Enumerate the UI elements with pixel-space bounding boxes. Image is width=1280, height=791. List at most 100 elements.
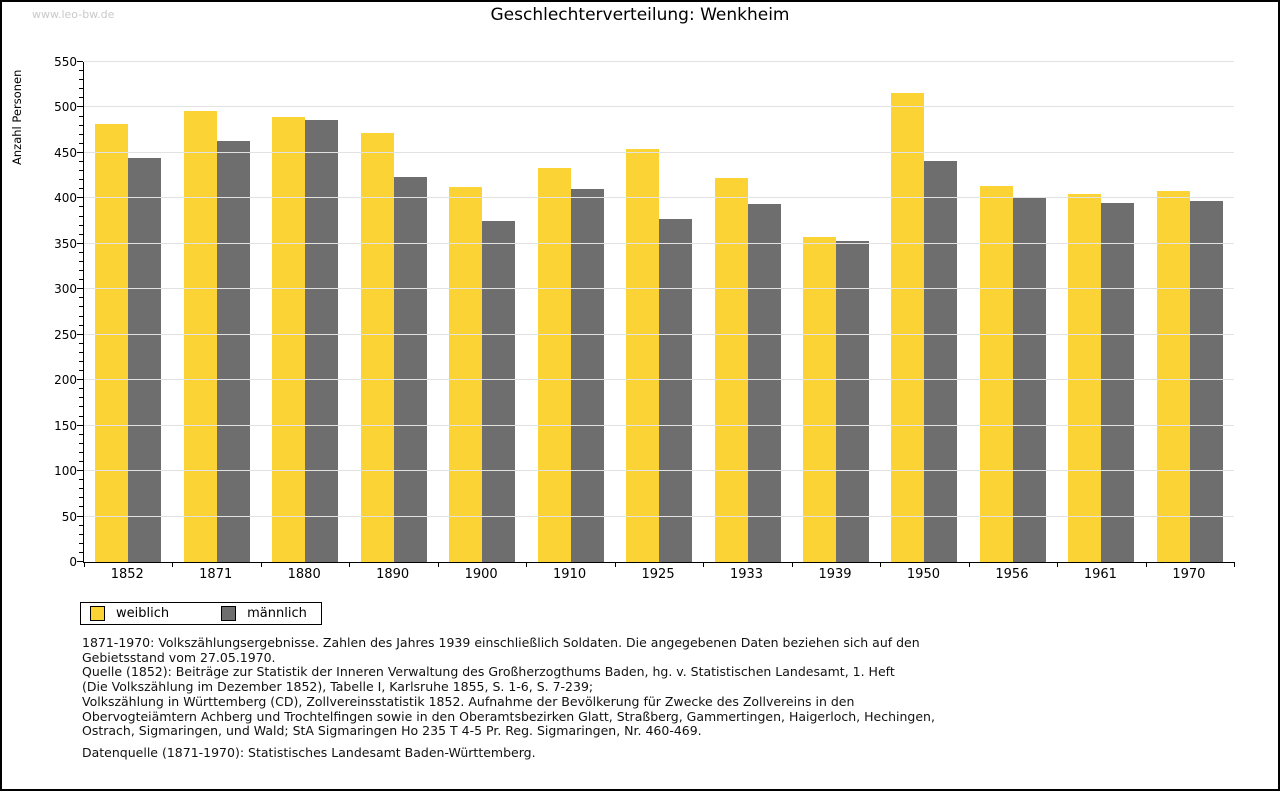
x-boundary-tick-7: [703, 562, 705, 567]
legend: weiblich männlich: [80, 602, 322, 625]
bar-group-1871: [172, 62, 260, 562]
bar-weiblich-1890: [360, 133, 394, 562]
bar-group-1933: [703, 62, 791, 562]
gridline-550: [84, 61, 1234, 62]
x-label-1852: 1852: [110, 567, 144, 582]
y-minor-tick-370: [79, 225, 83, 226]
bar-weiblich-1880: [272, 117, 306, 562]
bar-männlich-1933: [747, 204, 781, 562]
gridline-450: [84, 152, 1234, 153]
y-major-tick-100: [77, 470, 83, 471]
y-minor-tick-170: [79, 406, 83, 407]
y-minor-tick-440: [79, 161, 83, 162]
y-major-tick-450: [77, 152, 83, 153]
y-tick-label-450: 450: [54, 146, 77, 160]
y-minor-tick-380: [79, 216, 83, 217]
x-boundary-tick-5: [526, 562, 528, 567]
y-major-tick-250: [77, 334, 83, 335]
x-boundary-tick-9: [880, 562, 882, 567]
bar-männlich-1956: [1012, 198, 1046, 562]
y-minor-tick-490: [79, 116, 83, 117]
x-boundary-tick-10: [968, 562, 970, 567]
x-boundary-tick-3: [349, 562, 351, 567]
x-boundary-tick-13: [1234, 562, 1235, 567]
bar-weiblich-1925: [626, 149, 660, 562]
gridline-250: [84, 334, 1234, 335]
y-major-tick-200: [77, 379, 83, 380]
y-minor-tick-430: [79, 170, 83, 171]
x-label-1956: 1956: [995, 567, 1029, 582]
y-major-tick-150: [77, 425, 83, 426]
y-minor-tick-510: [79, 97, 83, 98]
y-minor-tick-220: [79, 361, 83, 362]
footnote-line-3: Quelle (1852): Beiträge zur Statistik de…: [82, 664, 895, 680]
footnote-line-7: Ostrach, Sigmaringen, und Wald; StA Sigm…: [82, 723, 702, 739]
gridline-200: [84, 379, 1234, 380]
watermark: www.leo-bw.de: [32, 8, 115, 21]
x-label-1900: 1900: [464, 567, 498, 582]
bar-männlich-1950: [924, 161, 958, 562]
footnote-line-1: 1871-1970: Volkszählungsergebnisse. Zahl…: [82, 635, 920, 650]
gridline-50: [84, 516, 1234, 517]
y-tick-label-350: 350: [54, 237, 77, 251]
y-minor-tick-230: [79, 352, 83, 353]
legend-item-maennlich: männlich: [221, 606, 307, 621]
y-tick-label-150: 150: [54, 419, 77, 433]
y-minor-tick-290: [79, 297, 83, 298]
y-minor-tick-120: [79, 452, 83, 453]
y-tick-label-300: 300: [54, 282, 77, 296]
y-minor-tick-10: [79, 552, 83, 553]
bar-weiblich-1950: [891, 93, 925, 562]
y-minor-tick-180: [79, 397, 83, 398]
bar-männlich-1880: [305, 120, 339, 562]
bar-weiblich-1939: [802, 237, 836, 562]
x-label-1910: 1910: [553, 567, 587, 582]
y-minor-tick-460: [79, 143, 83, 144]
footnote-line-5: Volkszählung in Württemberg (CD), Zollve…: [82, 693, 855, 709]
bar-weiblich-1900: [449, 187, 483, 562]
x-label-1933: 1933: [729, 567, 764, 582]
y-tick-label-500: 500: [54, 100, 77, 114]
gridline-500: [84, 106, 1234, 107]
footnote-line-6: Obervogteiämtern Achberg und Trochtelfin…: [82, 708, 935, 724]
y-minor-tick-330: [79, 261, 83, 262]
x-label-1925: 1925: [641, 567, 675, 582]
y-minor-tick-60: [79, 506, 83, 507]
legend-label-maennlich: männlich: [247, 606, 307, 621]
y-minor-tick-90: [79, 479, 83, 480]
bar-männlich-1939: [835, 241, 869, 562]
y-minor-tick-20: [79, 543, 83, 544]
y-minor-tick-410: [79, 188, 83, 189]
bar-group-1852: [84, 62, 172, 562]
bar-männlich-1961: [1101, 203, 1135, 562]
x-axis-labels: 1852 1871 1880 1890 1900 1910 1925 1933 1939 1950…: [83, 567, 1233, 582]
y-major-tick-50: [77, 516, 83, 517]
x-label-1939: 1939: [818, 567, 852, 582]
bar-groups: [84, 62, 1234, 562]
plot-area: 0 50 100 150 200 250 300 350 400 450 500 550: [54, 56, 1235, 568]
legend-label-weiblich: weiblich: [116, 606, 170, 621]
x-boundary-tick-8: [791, 562, 793, 567]
footnote-line-2: Gebietsstand vom 27.05.1970.: [82, 649, 276, 665]
bar-weiblich-1956: [979, 186, 1013, 562]
y-major-tick-500: [77, 106, 83, 107]
bar-group-1900: [438, 62, 526, 562]
y-major-tick-400: [77, 197, 83, 198]
footnote-line-4: (Die Volkszählung im Dezember 1852), Tab…: [82, 679, 594, 695]
bar-männlich-1910: [570, 189, 604, 562]
x-label-1890: 1890: [376, 567, 410, 582]
bar-männlich-1970: [1189, 201, 1223, 562]
y-minor-tick-190: [79, 388, 83, 389]
y-major-tick-350: [77, 243, 83, 244]
data-source-line: Datenquelle (1871-1970): Statistisches L…: [82, 744, 536, 760]
y-tick-label-200: 200: [54, 373, 77, 387]
y-tick-label-250: 250: [54, 328, 77, 342]
y-major-tick-0: [77, 561, 83, 562]
y-tick-label-50: 50: [61, 510, 77, 524]
y-minor-tick-140: [79, 434, 83, 435]
y-axis-title: Anzahl Personen: [10, 69, 24, 165]
x-boundary-tick-0: [84, 562, 85, 567]
y-major-tick-300: [77, 288, 83, 289]
legend-item-weiblich: weiblich: [90, 606, 169, 621]
